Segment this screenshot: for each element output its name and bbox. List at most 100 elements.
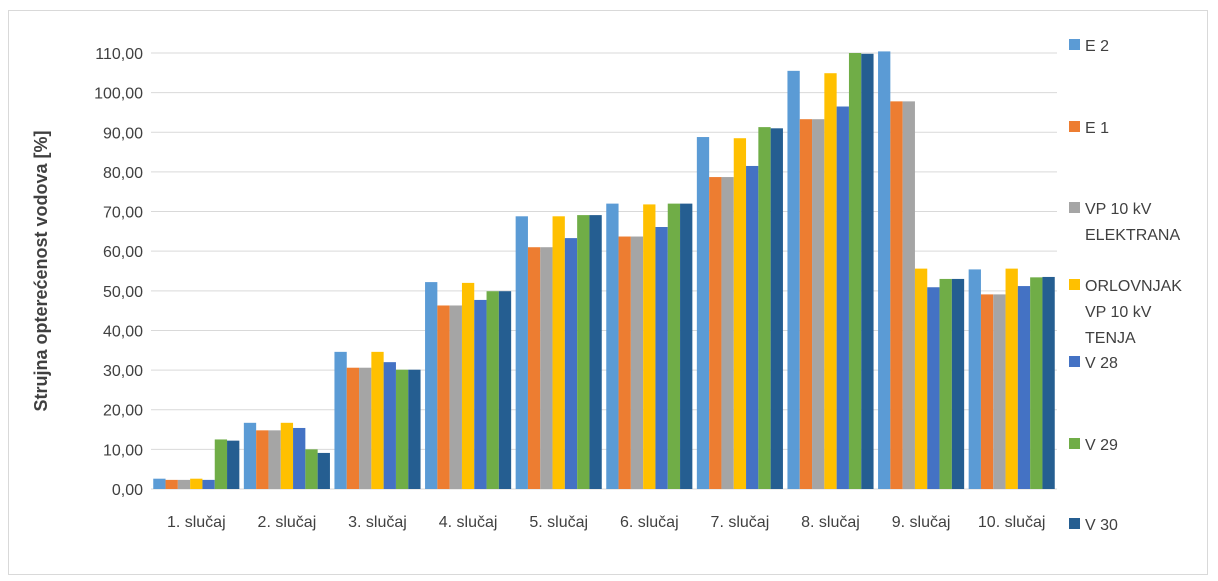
x-tick-label: 4. slučaj [439, 514, 498, 531]
x-tick-label: 5. slučaj [529, 514, 588, 531]
bar-e-1-9 [890, 101, 903, 490]
legend-label: ELEKTRANA [1085, 227, 1180, 244]
bar-vp-10-kv-elektrana-5 [540, 247, 553, 489]
y-tick-label: 60,00 [103, 244, 143, 261]
bar-v-30-9 [951, 278, 965, 489]
y-axis-label: Strujna opterećenost vodova [%] [31, 130, 51, 411]
bar-vp-10-kv-elektrana-1 [177, 479, 191, 489]
legend-swatch [1069, 438, 1080, 449]
legend-swatch [1069, 39, 1080, 50]
bar-v-29-5 [577, 215, 590, 490]
bar-v-29-1 [214, 439, 228, 489]
legend-swatch [1069, 202, 1080, 213]
bar-v-28-2 [293, 427, 306, 489]
y-tick-label: 0,00 [112, 482, 143, 499]
bar-e-1-4 [437, 305, 450, 489]
bar-e-1-1 [165, 479, 178, 489]
x-tick-label: 9. slučaj [892, 514, 951, 531]
y-tick-label: 40,00 [103, 323, 143, 340]
bar-v-29-10 [1030, 277, 1043, 489]
bar-e-1-8 [799, 119, 813, 489]
bar-v-30-5 [589, 215, 602, 490]
bar-e-1-3 [346, 367, 360, 489]
legend-swatch [1069, 279, 1080, 290]
bar-orlovnjak-vp-10-kv-tenja-1 [190, 478, 203, 489]
legend-swatch [1069, 121, 1080, 132]
bar-e-2-2 [243, 422, 257, 489]
bar-v-29-4 [486, 291, 499, 489]
y-tick-label: 80,00 [103, 165, 143, 182]
legend-label: ORLOVNJAK [1085, 278, 1182, 295]
bar-orlovnjak-vp-10-kv-tenja-3 [371, 351, 384, 489]
bar-e-2-5 [515, 216, 528, 490]
x-axis-ticks: 1. slučaj 2. slučaj 3. slučaj 4. slučaj 5. s… [167, 514, 1046, 531]
bar-v-29-6 [667, 203, 681, 489]
bar-v-30-10 [1042, 276, 1055, 489]
bar-e-2-7 [696, 137, 710, 489]
bar-e-2-10 [968, 269, 981, 489]
bar-v-28-8 [836, 106, 849, 489]
bar-v-30-8 [861, 53, 874, 489]
y-tick-label: 30,00 [103, 363, 143, 380]
bar-e-1-10 [980, 294, 994, 489]
bar-vp-10-kv-elektrana-4 [449, 305, 462, 489]
bars [153, 51, 1055, 490]
bar-e-2-1 [153, 478, 166, 489]
bar-v-29-9 [939, 278, 952, 489]
bar-v-30-3 [408, 369, 421, 489]
bar-e-1-6 [618, 236, 631, 489]
bar-orlovnjak-vp-10-kv-tenja-9 [914, 268, 928, 489]
bar-v-29-7 [758, 127, 771, 490]
bar-orlovnjak-vp-10-kv-tenja-2 [280, 422, 294, 489]
bar-v-29-3 [395, 369, 409, 489]
bar-vp-10-kv-elektrana-7 [721, 177, 734, 489]
legend-label: V 29 [1085, 437, 1118, 454]
bar-vp-10-kv-elektrana-9 [902, 101, 915, 490]
bar-v-30-7 [770, 128, 783, 489]
bar-vp-10-kv-elektrana-3 [359, 367, 372, 489]
bar-v-28-5 [564, 238, 578, 489]
bar-e-1-2 [256, 430, 269, 489]
bar-v-30-4 [498, 291, 512, 489]
bar-v-28-7 [746, 165, 759, 489]
bar-v-28-9 [927, 287, 940, 489]
bar-e-2-3 [334, 351, 347, 489]
bar-orlovnjak-vp-10-kv-tenja-10 [1005, 268, 1018, 489]
bar-orlovnjak-vp-10-kv-tenja-6 [643, 204, 656, 489]
y-tick-label: 10,00 [103, 442, 143, 459]
bar-e-2-9 [878, 51, 891, 489]
bar-e-2-8 [787, 70, 800, 489]
y-axis-ticks: 0,00 10,00 20,00 30,00 40,00 50,00 60,00 70,00 8… [94, 46, 143, 499]
y-tick-label: 100,00 [94, 86, 143, 103]
bar-e-1-7 [709, 177, 722, 489]
chart-frame: 0,00 10,00 20,00 30,00 40,00 50,00 60,00 70,00 8… [8, 10, 1208, 575]
legend-label: E 1 [1085, 120, 1109, 137]
y-tick-label: 90,00 [103, 125, 143, 142]
bar-e-1-5 [527, 247, 541, 489]
bar-v-30-2 [317, 452, 330, 489]
bar-e-2-4 [425, 282, 438, 489]
bar-orlovnjak-vp-10-kv-tenja-7 [733, 138, 747, 489]
legend-swatch [1069, 356, 1080, 367]
bar-e-2-6 [606, 203, 619, 489]
x-tick-label: 7. slučaj [711, 514, 770, 531]
legend-label: V 28 [1085, 355, 1118, 372]
y-tick-label: 20,00 [103, 403, 143, 420]
y-tick-label: 110,00 [95, 46, 143, 63]
bar-v-28-4 [474, 299, 487, 489]
bar-v-30-6 [680, 203, 693, 489]
y-tick-label: 50,00 [103, 284, 143, 301]
bar-orlovnjak-vp-10-kv-tenja-4 [461, 282, 475, 489]
legend-label: V 30 [1085, 517, 1118, 534]
bar-orlovnjak-vp-10-kv-tenja-8 [824, 73, 837, 490]
bar-vp-10-kv-elektrana-6 [630, 236, 644, 489]
x-tick-label: 1. slučaj [167, 514, 226, 531]
bar-v-28-3 [383, 362, 396, 489]
legend-label: VP 10 kV [1085, 304, 1152, 321]
bar-v-28-10 [1017, 286, 1031, 489]
x-tick-label: 6. slučaj [620, 514, 679, 531]
bar-v-30-1 [227, 440, 240, 489]
bar-v-28-1 [202, 479, 215, 489]
bar-vp-10-kv-elektrana-8 [812, 119, 825, 489]
legend-label: VP 10 kV [1085, 201, 1152, 218]
